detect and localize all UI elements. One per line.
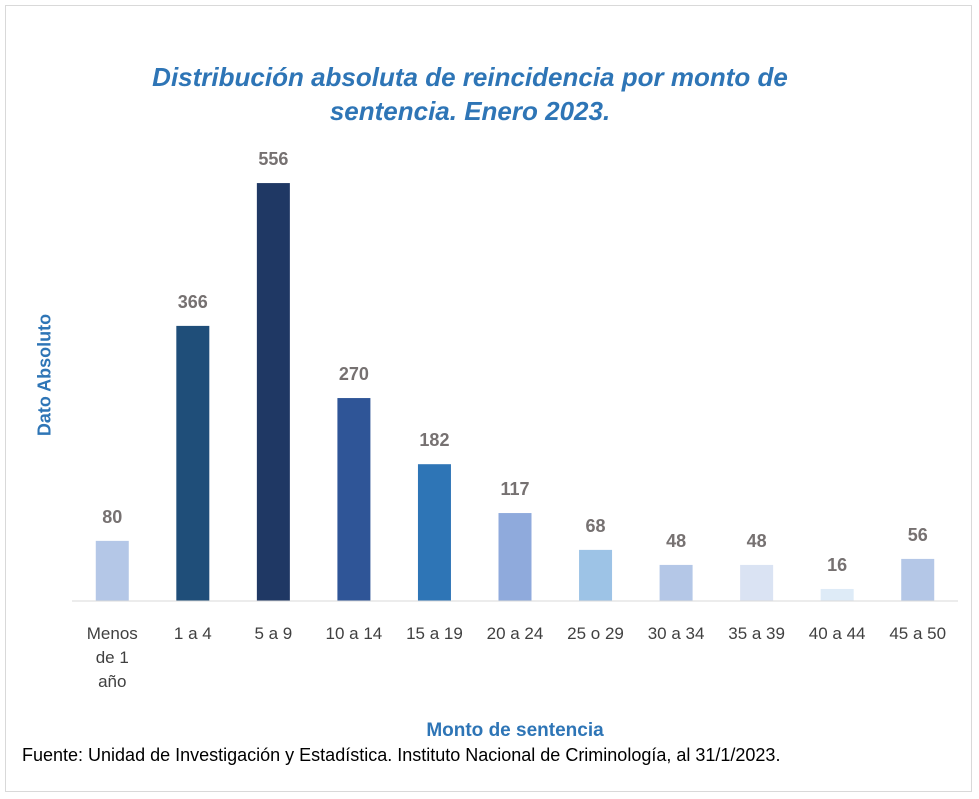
bar [95,540,129,601]
data-label: 182 [419,430,449,450]
data-label: 48 [747,531,767,551]
bar [176,325,210,601]
data-label: 48 [666,531,686,551]
data-label: 80 [102,507,122,527]
x-tick-label: 30 a 34 [647,624,705,643]
chart-frame [5,5,972,792]
x-axis-label: Monto de sentencia [426,720,604,741]
source-note: Fuente: Unidad de Investigación y Estadí… [22,745,781,765]
x-tick-label: 15 a 19 [406,624,463,643]
x-tick-label: 35 a 39 [728,624,785,643]
data-label: 56 [908,525,928,545]
x-tick-label: 25 o 29 [567,624,624,643]
x-tick-label: Menos de 1 año [86,624,138,691]
data-label: 556 [258,149,288,169]
bar [498,513,532,601]
x-tick-label: 5 a 9 [254,624,293,643]
bar [820,588,854,601]
x-tick-label: 10 a 14 [325,624,383,643]
data-label: 366 [178,292,208,312]
y-axis-label: Dato Absoluto [34,313,55,437]
x-tick-label: 1 a 4 [173,624,212,643]
x-tick-label: 20 a 24 [486,624,544,643]
data-label: 68 [586,516,606,536]
chart-title: Distribución absoluta de reincidencia po… [152,62,788,126]
data-label: 270 [339,364,369,384]
data-label: 117 [500,479,529,499]
x-tick-label: 45 a 50 [889,624,947,643]
data-label: 16 [827,555,847,575]
x-tick-label: 40 a 44 [808,624,866,643]
bar [659,564,693,601]
bar [417,464,451,601]
bar [256,183,290,601]
bar [740,564,774,601]
bar [337,398,371,601]
bar [579,549,613,601]
bar [901,558,935,601]
